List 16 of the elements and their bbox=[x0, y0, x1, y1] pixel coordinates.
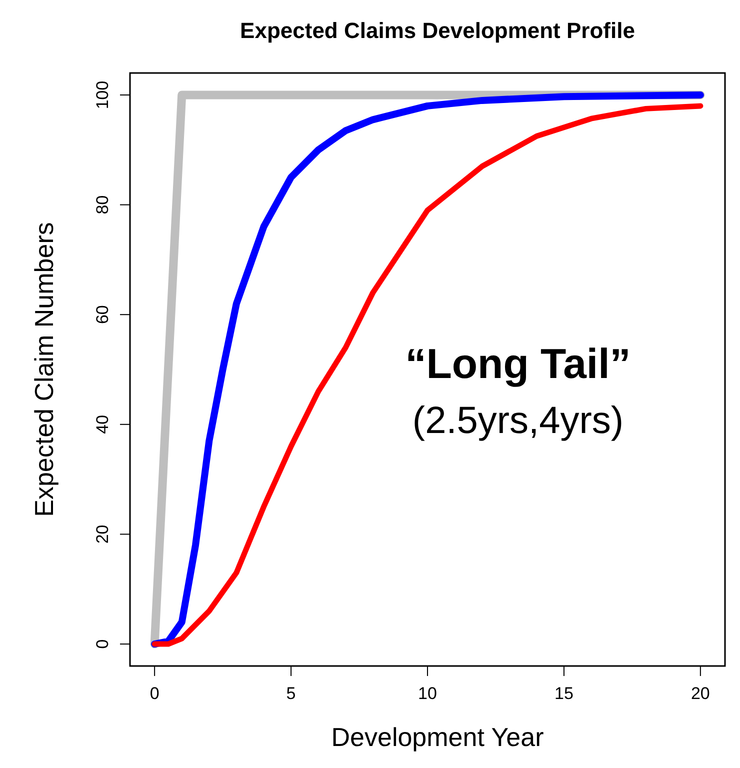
x-axis-title: Development Year bbox=[331, 722, 544, 752]
x-tick-label: 0 bbox=[150, 684, 160, 703]
y-tick-label: 100 bbox=[93, 80, 112, 110]
y-tick-label: 60 bbox=[93, 305, 112, 324]
y-tick-label: 0 bbox=[93, 639, 112, 649]
y-tick-label: 40 bbox=[93, 414, 112, 434]
chart-title: Expected Claims Development Profile bbox=[240, 18, 635, 43]
x-tick-label: 20 bbox=[690, 684, 710, 703]
y-tick-label: 80 bbox=[93, 195, 112, 214]
y-axis-title: Expected Claim Numbers bbox=[29, 222, 59, 517]
x-tick-label: 15 bbox=[554, 684, 574, 703]
y-tick-label: 20 bbox=[93, 524, 112, 544]
x-tick-label: 10 bbox=[418, 684, 437, 703]
annotation: “Long Tail” bbox=[405, 340, 631, 387]
annotation: (2.5yrs,4yrs) bbox=[412, 400, 624, 442]
x-tick-label: 5 bbox=[286, 684, 296, 703]
